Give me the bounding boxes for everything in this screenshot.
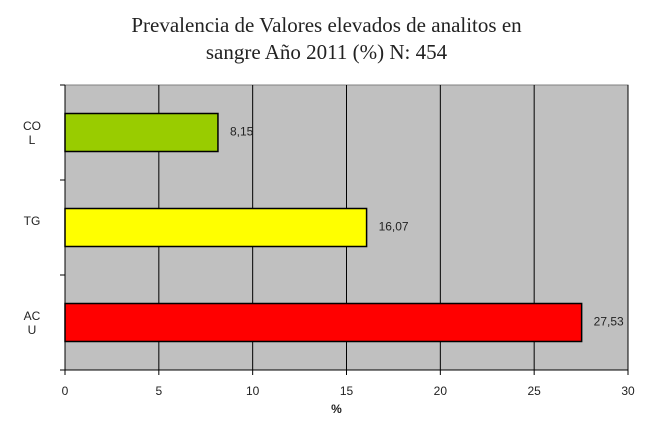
x-tick-label: 10 (246, 384, 260, 398)
chart-title: Prevalencia de Valores elevados de anali… (131, 13, 522, 64)
value-label: 8,15 (230, 125, 254, 139)
y-tick-label: AC U (23, 308, 41, 337)
x-axis-label: % (331, 402, 342, 416)
x-tick-label: 30 (621, 384, 635, 398)
value-label: 16,07 (379, 220, 409, 234)
y-tick-label: TG (23, 213, 41, 228)
x-tick-label: 20 (434, 384, 448, 398)
bar (64, 207, 368, 248)
value-label: 27,53 (594, 315, 624, 329)
x-tick-label: 25 (527, 384, 541, 398)
x-tick-label: 0 (62, 384, 69, 398)
x-tick-label: 5 (155, 384, 162, 398)
bar (64, 112, 219, 153)
x-tick-label: 15 (340, 384, 354, 398)
bar (64, 302, 583, 343)
y-tick-label: CO L (23, 118, 41, 147)
